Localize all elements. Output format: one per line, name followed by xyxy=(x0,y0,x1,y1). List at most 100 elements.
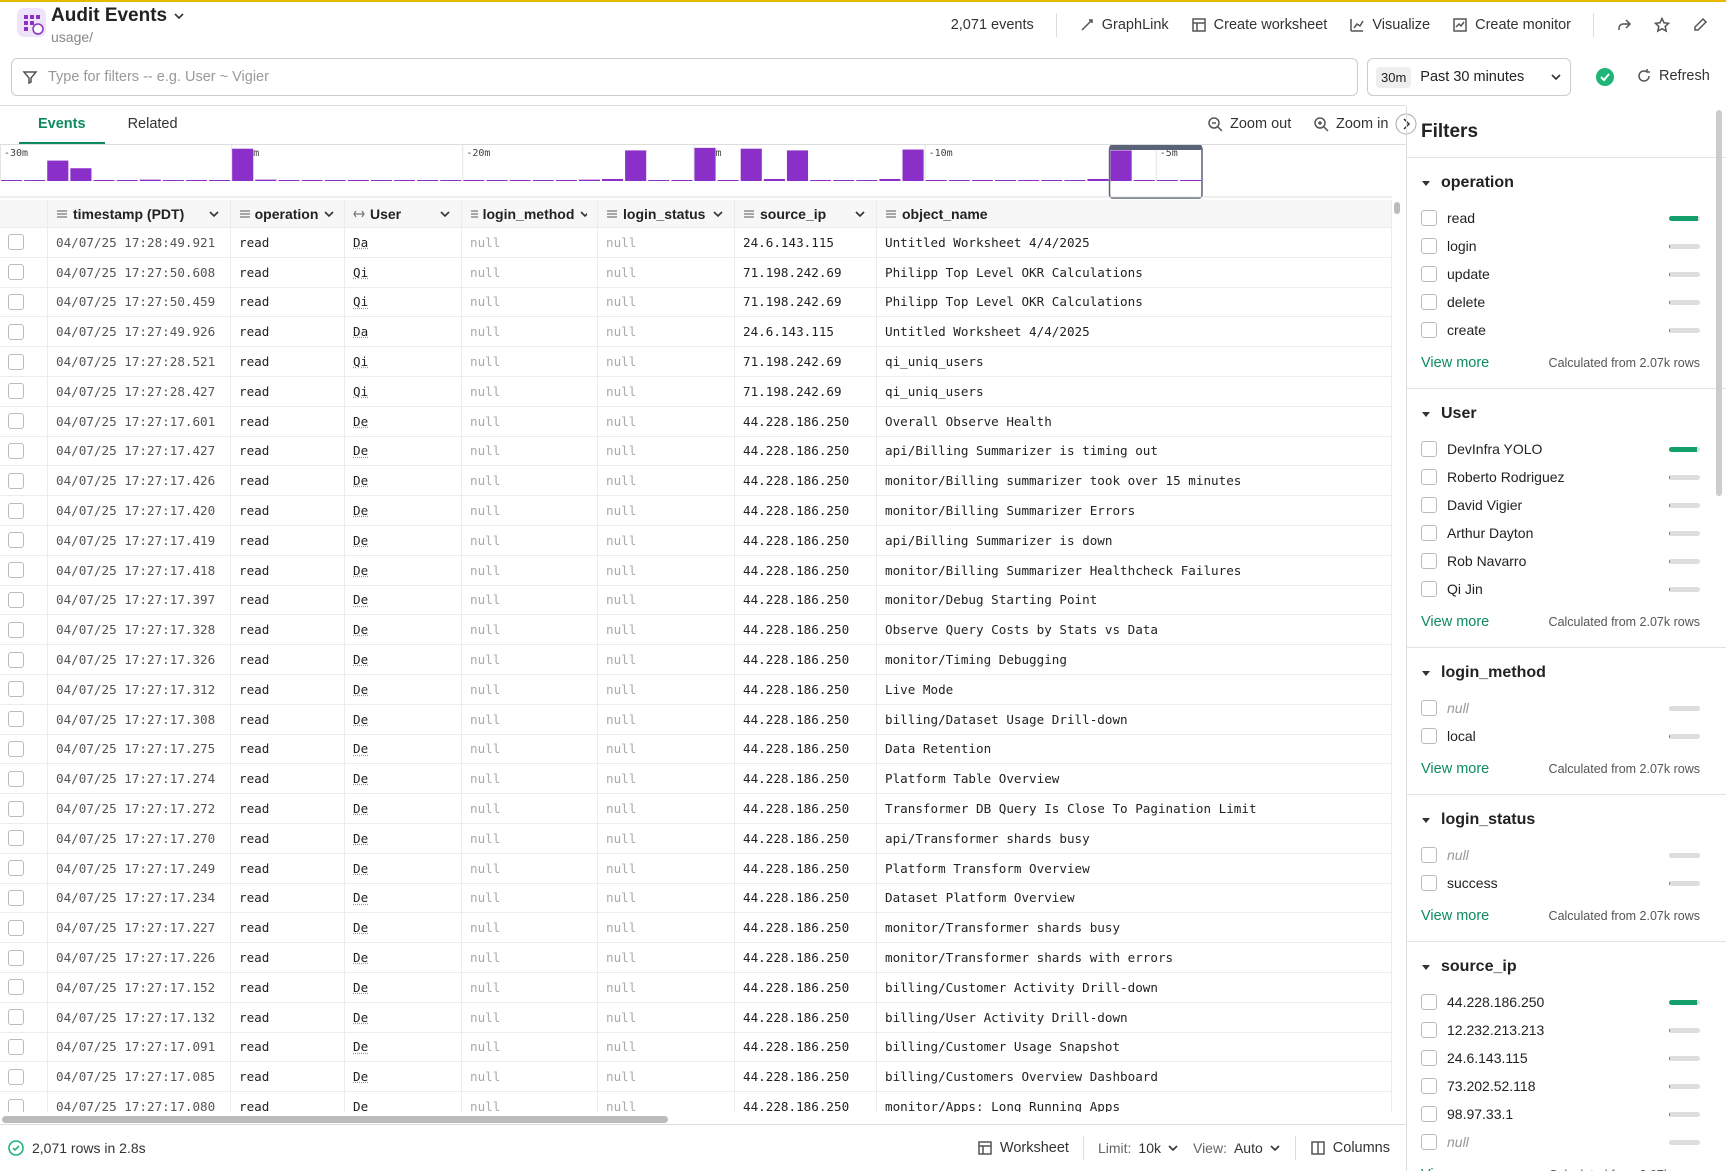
selection-handle[interactable] xyxy=(1109,145,1202,150)
checkbox[interactable] xyxy=(8,681,24,698)
table-row[interactable]: 04/07/25 17:27:17.328 read De null null 44.22… xyxy=(0,615,1392,646)
zoom-in[interactable]: Zoom in xyxy=(1313,116,1388,132)
facet-item[interactable]: 44.228.186.250 xyxy=(1421,988,1700,1016)
checkbox[interactable] xyxy=(8,353,24,370)
facet-item[interactable]: login xyxy=(1421,232,1700,260)
table-row[interactable]: 04/07/25 17:27:17.308 read De null null 44.22… xyxy=(0,704,1392,735)
facet-item[interactable]: null xyxy=(1421,1128,1700,1156)
checkbox[interactable] xyxy=(8,740,24,757)
column-header[interactable]: login_status xyxy=(598,200,735,227)
checkbox[interactable] xyxy=(8,860,24,877)
table-row[interactable]: 04/07/25 17:27:50.608 read Qi null null 71.19… xyxy=(0,257,1392,288)
checkbox[interactable] xyxy=(8,919,24,936)
table-row[interactable]: 04/07/25 17:27:28.427 read Qi null null 71.19… xyxy=(0,377,1392,407)
table-row[interactable]: 04/07/25 17:27:17.274 read De null null 44.22… xyxy=(0,764,1392,795)
table-row[interactable]: 04/07/25 17:27:17.275 read De null null 44.22… xyxy=(0,734,1392,765)
facet-item[interactable]: delete xyxy=(1421,288,1700,316)
icon-button[interactable] xyxy=(1616,17,1632,33)
table-row[interactable]: 04/07/25 17:27:17.312 read De null null 44.22… xyxy=(0,675,1392,705)
checkbox[interactable] xyxy=(8,711,24,728)
facet-item[interactable]: create xyxy=(1421,316,1700,344)
view-more[interactable]: View more xyxy=(1421,355,1490,371)
checkbox[interactable] xyxy=(8,770,24,787)
header-action[interactable]: Create monitor xyxy=(1452,17,1571,33)
facet-item[interactable]: read xyxy=(1421,204,1700,232)
checkbox[interactable] xyxy=(1421,728,1437,744)
title-row[interactable]: Audit Events xyxy=(51,5,185,27)
facet-item[interactable]: Roberto Rodriguez xyxy=(1421,463,1700,491)
facet-header[interactable]: User xyxy=(1421,401,1700,427)
column-header[interactable]: login_method xyxy=(462,200,598,227)
table-row[interactable]: 04/07/25 17:27:17.426 read De null null 44.22… xyxy=(0,466,1392,497)
tab[interactable]: Related xyxy=(127,116,178,132)
table-row[interactable]: 04/07/25 17:27:50.459 read Qi null null 71.19… xyxy=(0,287,1392,318)
table-row[interactable]: 04/07/25 17:27:17.397 read De null null 44.22… xyxy=(0,585,1392,616)
table-row[interactable]: 04/07/25 17:27:17.418 read De null null 44.22… xyxy=(0,555,1392,586)
checkbox[interactable] xyxy=(1421,700,1437,716)
facet-item[interactable]: null xyxy=(1421,694,1700,722)
table-row[interactable]: 04/07/25 17:27:28.521 read Qi null null 71.19… xyxy=(0,347,1392,377)
panel-scrollbar[interactable] xyxy=(1716,110,1722,496)
facet-item[interactable]: DevInfra YOLO xyxy=(1421,435,1700,463)
facet-item[interactable]: Arthur Dayton xyxy=(1421,519,1700,547)
checkbox[interactable] xyxy=(8,651,24,668)
checkbox[interactable] xyxy=(8,472,24,489)
facet-item[interactable]: null xyxy=(1421,841,1700,869)
table-row[interactable]: 04/07/25 17:27:17.132 read De null null 44.22… xyxy=(0,1002,1392,1033)
checkbox[interactable] xyxy=(1421,497,1437,513)
filter-input[interactable]: Type for filters -- e.g. User ~ Vigier xyxy=(11,58,1358,96)
facet-header[interactable]: login_status xyxy=(1421,807,1700,833)
column-header[interactable]: operation xyxy=(231,200,345,227)
table-row[interactable]: 04/07/25 17:27:17.427 read De null null 44.22… xyxy=(0,436,1392,467)
table-row[interactable]: 04/07/25 17:27:49.926 read Da null null 24.6.… xyxy=(0,317,1392,348)
facet-item[interactable]: Qi Jin xyxy=(1421,575,1700,603)
table-row[interactable]: 04/07/25 17:27:17.152 read De null null 44.22… xyxy=(0,973,1392,1003)
table-row[interactable]: 04/07/25 17:27:17.326 read De null null 44.22… xyxy=(0,645,1392,675)
table-row[interactable]: 04/07/25 17:27:17.601 read De null null 44.22… xyxy=(0,406,1392,437)
checkbox[interactable] xyxy=(8,889,24,906)
facet-item[interactable]: 98.97.33.1 xyxy=(1421,1100,1700,1128)
facet-item[interactable]: David Vigier xyxy=(1421,491,1700,519)
checkbox[interactable] xyxy=(1421,1078,1437,1094)
checkbox[interactable] xyxy=(8,323,24,340)
checkbox[interactable] xyxy=(1421,553,1437,569)
header-action[interactable]: Visualize xyxy=(1349,17,1430,33)
view-more[interactable]: View more xyxy=(1421,761,1490,777)
table-row[interactable]: 04/07/25 17:27:17.226 read De null null 44.22… xyxy=(0,943,1392,973)
facet-header[interactable]: login_method xyxy=(1421,660,1700,686)
checkbox[interactable] xyxy=(8,234,24,251)
checkbox[interactable] xyxy=(1421,1050,1437,1066)
checkbox[interactable] xyxy=(1421,1134,1437,1150)
checkbox[interactable] xyxy=(1421,294,1437,310)
facet-item[interactable]: 12.232.213.213 xyxy=(1421,1016,1700,1044)
checkbox[interactable] xyxy=(8,293,24,310)
view-more[interactable]: View more xyxy=(1421,614,1490,630)
checkbox[interactable] xyxy=(8,1009,24,1026)
checkbox[interactable] xyxy=(8,1068,24,1085)
checkbox[interactable] xyxy=(8,949,24,966)
checkbox[interactable] xyxy=(8,264,24,281)
column-header[interactable]: source_ip xyxy=(735,200,877,227)
checkbox[interactable] xyxy=(8,532,24,549)
view-value[interactable]: Auto xyxy=(1233,1140,1263,1156)
checkbox[interactable] xyxy=(1421,238,1437,254)
table-row[interactable]: 04/07/25 17:27:17.420 read De null null 44.22… xyxy=(0,496,1392,526)
refresh-button[interactable]: Refresh xyxy=(1636,68,1710,84)
header-action[interactable]: GraphLink xyxy=(1079,17,1169,33)
facet-item[interactable]: Rob Navarro xyxy=(1421,547,1700,575)
column-header[interactable]: User xyxy=(345,200,462,227)
checkbox[interactable] xyxy=(8,979,24,996)
tab[interactable]: Events xyxy=(19,106,105,145)
checkbox[interactable] xyxy=(1421,525,1437,541)
columns-button[interactable]: Columns xyxy=(1310,1140,1390,1156)
checkbox[interactable] xyxy=(8,502,24,519)
facet-item[interactable]: 73.202.52.118 xyxy=(1421,1072,1700,1100)
facet-item[interactable]: 24.6.143.115 xyxy=(1421,1044,1700,1072)
checkbox[interactable] xyxy=(8,442,24,459)
checkbox[interactable] xyxy=(8,621,24,638)
column-header[interactable]: timestamp (PDT) xyxy=(48,200,231,227)
facet-item[interactable]: success xyxy=(1421,869,1700,897)
view-more[interactable]: View more xyxy=(1421,908,1490,924)
table-row[interactable]: 04/07/25 17:27:17.080 read De null null 44.22… xyxy=(0,1092,1392,1112)
checkbox[interactable] xyxy=(8,562,24,579)
